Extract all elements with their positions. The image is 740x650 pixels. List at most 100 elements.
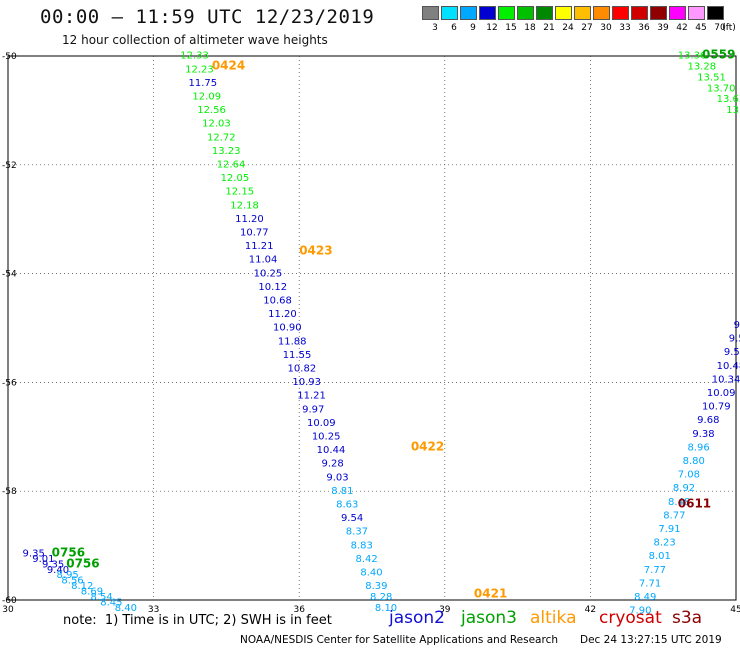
pass-time-label: 0424 <box>212 59 245 73</box>
plot-frame <box>7 55 737 601</box>
wave-height-value: 8.92 <box>673 483 695 494</box>
color-swatch <box>707 6 724 20</box>
wave-height-value: 12.05 <box>221 173 250 184</box>
wave-height-value: 8.48 <box>668 497 690 508</box>
color-swatch <box>498 6 515 20</box>
color-scale-label: 36 <box>638 23 650 33</box>
wave-height-value: 8.45 <box>100 597 122 608</box>
legend-jason2: jason2 <box>389 608 445 628</box>
color-scale-label: 45 <box>695 23 707 33</box>
y-tick-label: -60 <box>2 596 17 606</box>
wave-height-value: 9.97 <box>302 404 324 415</box>
wave-height-value: 11.75 <box>189 78 218 89</box>
pass-time-label: 0756 <box>52 545 85 559</box>
wave-height-value: 9.5 <box>729 334 740 345</box>
wave-height-value: 10.09 <box>707 388 736 399</box>
color-scale-label: 70 <box>714 23 726 33</box>
wave-height-value: 9.5 <box>724 347 740 358</box>
wave-height-value: 11.21 <box>297 391 326 402</box>
wave-height-value: 7.91 <box>658 524 680 535</box>
wave-height-value: 10.25 <box>312 432 341 443</box>
color-scale-label: 30 <box>600 23 612 33</box>
wave-height-value: 10.90 <box>273 323 302 334</box>
wave-height-value: 10.82 <box>288 364 317 375</box>
color-swatch <box>555 6 572 20</box>
wave-height-value: 8.95 <box>57 570 79 581</box>
y-tick-label: -54 <box>2 270 17 280</box>
color-scale-label: 3 <box>432 23 438 33</box>
wave-height-value: 8.81 <box>331 486 353 497</box>
color-scale-label: 27 <box>581 23 593 33</box>
wave-height-value: 11.04 <box>249 255 278 266</box>
pass-time-label: 0423 <box>299 244 332 258</box>
x-tick-label: 39 <box>439 605 451 615</box>
wave-height-value: 8.83 <box>351 540 373 551</box>
legend-jason3: jason3 <box>461 608 517 628</box>
wave-height-value: 13.36 <box>678 51 707 62</box>
x-tick-label: 45 <box>730 605 740 615</box>
wave-height-value: 11.20 <box>268 309 297 320</box>
generated-timestamp: Dec 24 13:27:15 UTC 2019 <box>580 634 722 646</box>
color-swatch <box>650 6 667 20</box>
wave-height-value: 9. <box>734 320 740 331</box>
wave-height-value: 13.28 <box>687 62 716 73</box>
color-scale-label: 21 <box>543 23 555 33</box>
wave-height-value: 7.90 <box>629 606 651 617</box>
wave-height-value: 8.23 <box>653 538 675 549</box>
wave-height-value: 8.40 <box>360 568 382 579</box>
wave-height-value: 9.01 <box>32 554 54 565</box>
color-swatch <box>631 6 648 20</box>
credit-text: NOAA/NESDIS Center for Satellite Applica… <box>240 634 558 646</box>
wave-height-value: 9.40 <box>47 565 69 576</box>
wave-height-value: 8.77 <box>663 510 685 521</box>
wave-height-value: 8.80 <box>683 456 705 467</box>
wave-height-value: 8.37 <box>346 527 368 538</box>
color-scale-label: 15 <box>505 23 517 33</box>
wave-height-value: 12.23 <box>185 64 214 75</box>
wave-height-value: 9.54 <box>341 513 363 524</box>
color-swatch <box>460 6 477 20</box>
pass-time-label: 0422 <box>411 439 444 453</box>
wave-height-value: 7.71 <box>639 578 661 589</box>
wave-height-value: 13.70 <box>707 83 736 94</box>
wave-height-value: 8.39 <box>365 581 387 592</box>
color-scale-label: 33 <box>619 23 631 33</box>
wave-height-value: 12.18 <box>230 200 259 211</box>
y-tick-label: -52 <box>2 161 17 171</box>
x-tick-label: 36 <box>293 605 305 615</box>
wave-height-value: 8.01 <box>649 551 671 562</box>
pass-time-label: 0756 <box>66 556 99 570</box>
wave-height-value: 10.79 <box>702 402 731 413</box>
wave-height-value: 9.38 <box>692 429 714 440</box>
wave-height-value: 10.25 <box>254 268 283 279</box>
pass-time-label: 0421 <box>474 586 507 600</box>
wave-height-value: 9.35 <box>42 559 64 570</box>
wave-height-value: 9.68 <box>697 415 719 426</box>
wave-height-value: 12.64 <box>217 160 246 171</box>
wave-height-value: 8.56 <box>61 576 83 587</box>
wave-height-value: 9.03 <box>326 472 348 483</box>
wave-height-value: 12.56 <box>197 105 226 116</box>
legend-s3a: s3a <box>672 608 703 628</box>
color-swatch <box>536 6 553 20</box>
wave-height-value: 10.77 <box>240 228 269 239</box>
wave-height-value: 13.51 <box>697 72 726 83</box>
color-scale-label: 6 <box>451 23 457 33</box>
wave-height-value: 10.09 <box>307 418 336 429</box>
color-swatch <box>441 6 458 20</box>
color-scale-label: 9 <box>470 23 476 33</box>
pass-time-label: 0559 <box>702 48 735 62</box>
wave-height-value: 8.10 <box>375 603 397 614</box>
wave-height-value: 8.54 <box>91 592 113 603</box>
wave-height-value: 11.20 <box>235 214 264 225</box>
color-swatch <box>669 6 686 20</box>
wave-height-value: 12.33 <box>180 51 209 62</box>
wave-height-value: 10.48 <box>717 361 740 372</box>
chart-subtitle: 12 hour collection of altimeter wave hei… <box>62 33 328 47</box>
wave-height-value: 13.23 <box>212 146 241 157</box>
legend-altika: altika <box>530 608 577 628</box>
wave-height-value: 10.44 <box>317 445 346 456</box>
y-tick-label: -50 <box>2 52 17 62</box>
wave-height-value: 8.96 <box>687 442 709 453</box>
